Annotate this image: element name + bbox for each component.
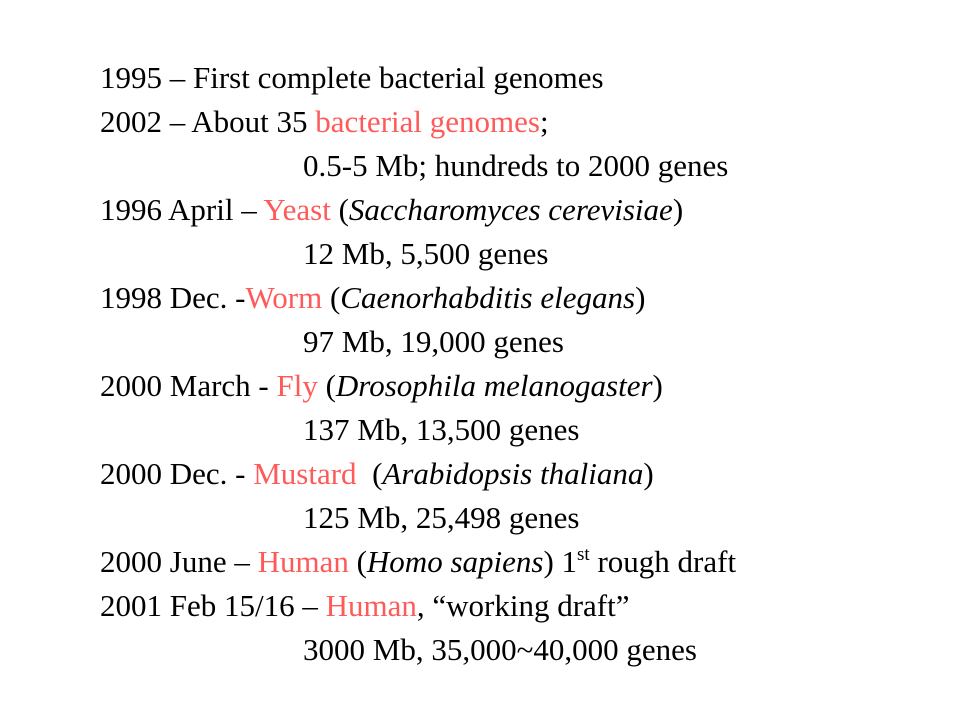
species-name: Arabidopsis thaliana [382, 456, 644, 491]
organism-highlight: Human [257, 544, 349, 579]
line-mid: ( [348, 544, 367, 579]
timeline-line-worm: 1998 Dec. -Worm (Caenorhabditis elegans) [100, 280, 645, 316]
line-prefix: 2002 – About 35 [100, 104, 316, 139]
line-prefix: 2000 Dec. - [100, 456, 254, 491]
timeline-detail-bacterial: 0.5-5 Mb; hundreds to 2000 genes [303, 148, 728, 184]
timeline-line-human-working-draft: 2001 Feb 15/16 – Human, “working draft” [100, 588, 630, 624]
organism-highlight: Fly [276, 368, 318, 403]
organism-highlight: Mustard [253, 456, 357, 491]
line-prefix: 2001 Feb 15/16 – [100, 588, 326, 623]
line-mid: ( [322, 280, 341, 315]
line-suffix: ) [635, 280, 646, 315]
species-name: Drosophila melanogaster [335, 368, 653, 403]
line-suffix: ) 1 [543, 544, 578, 579]
line-suffix: ) [652, 368, 663, 403]
line-mid: ( [330, 192, 349, 227]
line-text: 1995 – First complete bacterial genomes [100, 60, 604, 95]
organism-highlight: Yeast [263, 192, 331, 227]
detail-text: 12 Mb, 5,500 genes [303, 236, 549, 271]
timeline-line-bacterial-first: 1995 – First complete bacterial genomes [100, 60, 604, 96]
organism-highlight: Worm [245, 280, 323, 315]
timeline-line-mustard: 2000 Dec. - Mustard (Arabidopsis thalian… [100, 456, 654, 492]
detail-text: 125 Mb, 25,498 genes [303, 500, 580, 535]
line-mid: ( [317, 368, 336, 403]
line-suffix: ) [672, 192, 684, 227]
line-suffix: ) [643, 456, 654, 491]
timeline-line-human-rough-draft: 2000 June – Human (Homo sapiens) 1st rou… [100, 544, 736, 580]
timeline-detail-human: 3000 Mb, 35,000~40,000 genes [303, 632, 697, 668]
detail-text: 3000 Mb, 35,000~40,000 genes [303, 632, 697, 667]
line-suffix: ; [539, 104, 549, 139]
line-suffix-tail: rough draft [589, 544, 737, 579]
line-prefix: 2000 June – [100, 544, 258, 579]
species-name: Caenorhabditis elegans [340, 280, 636, 315]
timeline-detail-mustard: 125 Mb, 25,498 genes [303, 500, 579, 536]
line-prefix: 2000 March - [100, 368, 277, 403]
line-prefix: 1996 April – [100, 192, 264, 227]
detail-text: 137 Mb, 13,500 genes [303, 412, 580, 447]
timeline-detail-yeast: 12 Mb, 5,500 genes [303, 236, 548, 272]
species-name: Saccharomyces cerevisiae [348, 192, 673, 227]
detail-text: 97 Mb, 19,000 genes [303, 324, 564, 359]
detail-text: 0.5-5 Mb; hundreds to 2000 genes [303, 148, 729, 183]
timeline-line-yeast: 1996 April – Yeast (Saccharomyces cerevi… [100, 192, 683, 228]
timeline-line-fly: 2000 March - Fly (Drosophila melanogaste… [100, 368, 663, 404]
line-prefix: 1998 Dec. - [100, 280, 246, 315]
line-mid: ( [356, 456, 383, 491]
ordinal-superscript: st [577, 544, 590, 565]
species-name: Homo sapiens [366, 544, 544, 579]
timeline-detail-worm: 97 Mb, 19,000 genes [303, 324, 564, 360]
organism-highlight: Human [325, 588, 417, 623]
timeline-line-bacterial-2002: 2002 – About 35 bacterial genomes; [100, 104, 549, 140]
organism-highlight: bacterial genomes [315, 104, 540, 139]
timeline-detail-fly: 137 Mb, 13,500 genes [303, 412, 579, 448]
line-suffix: , “working draft” [416, 588, 630, 623]
